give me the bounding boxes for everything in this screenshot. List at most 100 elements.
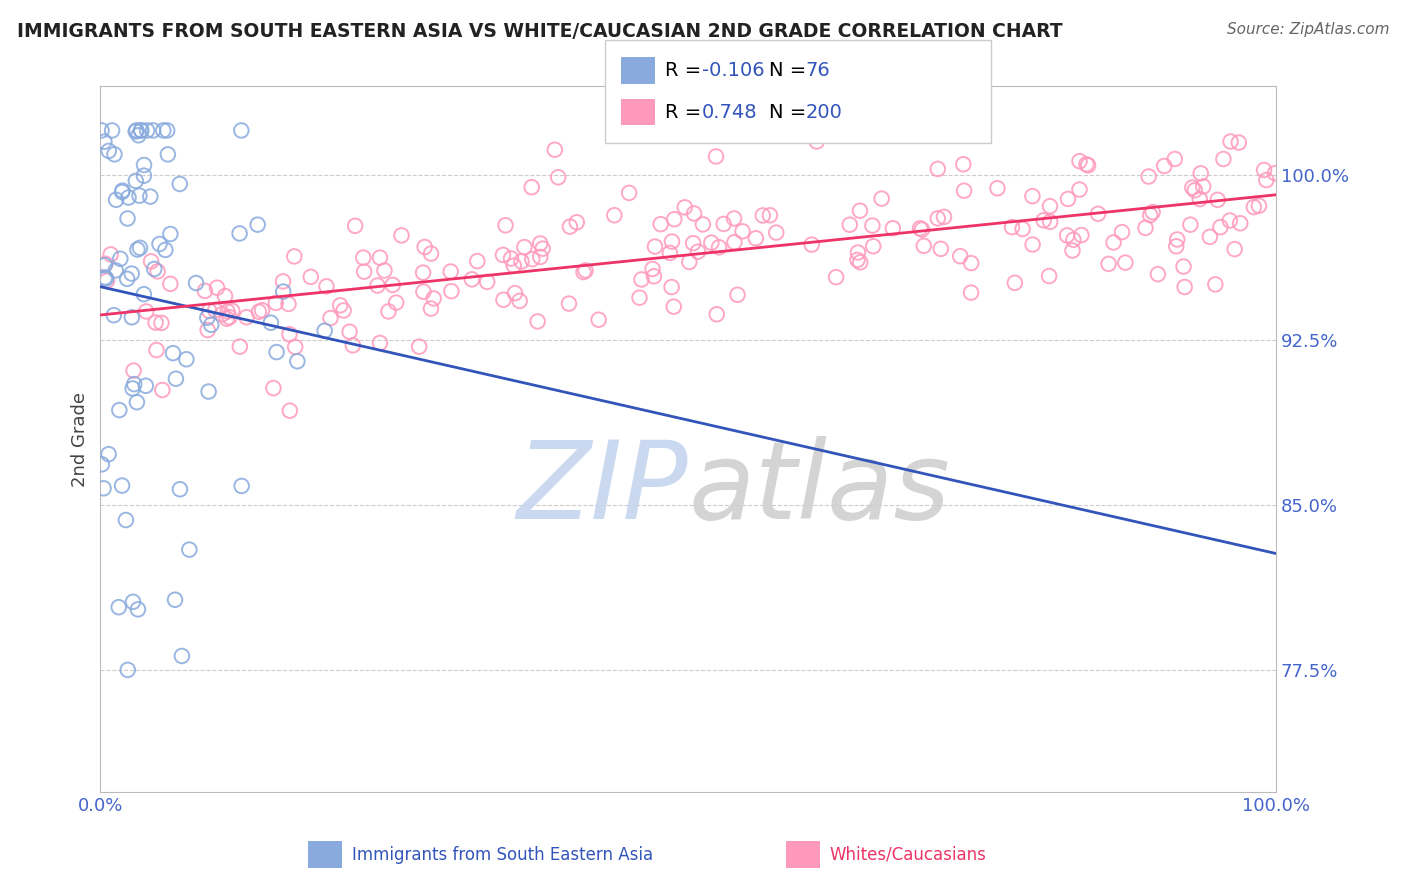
- Point: [927, 211, 949, 226]
- Point: [704, 149, 727, 163]
- Point: [139, 254, 162, 268]
- Point: [1070, 228, 1092, 243]
- Point: [513, 240, 536, 254]
- Point: [723, 235, 745, 250]
- Point: [953, 184, 976, 198]
- Point: [1223, 242, 1246, 256]
- Point: [285, 354, 308, 368]
- Point: [465, 254, 488, 268]
- Point: [658, 246, 681, 260]
- Point: [277, 297, 299, 311]
- Point: [713, 217, 735, 231]
- Point: [603, 208, 626, 222]
- Point: [155, 243, 177, 257]
- Point: [110, 252, 132, 266]
- Point: [329, 298, 352, 312]
- Point: [574, 263, 596, 277]
- Point: [132, 287, 155, 301]
- Point: [952, 157, 974, 171]
- Point: [135, 304, 157, 318]
- Point: [644, 239, 666, 253]
- Point: [1219, 213, 1241, 227]
- Point: [1153, 159, 1175, 173]
- Point: [1076, 157, 1098, 171]
- Point: [169, 177, 191, 191]
- Point: [495, 219, 517, 233]
- Point: [385, 295, 408, 310]
- Point: [231, 123, 253, 137]
- Point: [108, 403, 131, 417]
- Point: [1062, 244, 1084, 258]
- Point: [197, 323, 219, 337]
- Point: [1069, 182, 1091, 196]
- Point: [412, 266, 434, 280]
- Point: [911, 222, 934, 236]
- Point: [152, 123, 174, 137]
- Point: [179, 542, 201, 557]
- Point: [499, 252, 522, 266]
- Point: [862, 239, 884, 253]
- Point: [367, 278, 389, 293]
- Point: [122, 363, 145, 377]
- Point: [205, 281, 228, 295]
- Text: R =: R =: [665, 62, 707, 80]
- Point: [142, 123, 165, 137]
- Point: [1097, 257, 1119, 271]
- Point: [368, 335, 391, 350]
- Point: [1069, 154, 1091, 169]
- Point: [204, 303, 226, 318]
- Point: [912, 239, 935, 253]
- Point: [1227, 136, 1250, 150]
- Point: [215, 311, 238, 326]
- Point: [1198, 230, 1220, 244]
- Point: [94, 257, 117, 271]
- Point: [686, 244, 709, 259]
- Point: [929, 242, 952, 256]
- Point: [132, 158, 155, 172]
- Point: [391, 228, 413, 243]
- Point: [1184, 183, 1206, 197]
- Point: [960, 256, 983, 270]
- Point: [156, 147, 179, 161]
- Point: [184, 276, 207, 290]
- Point: [214, 289, 236, 303]
- Point: [838, 218, 860, 232]
- Point: [849, 203, 872, 218]
- Point: [1264, 166, 1286, 180]
- Point: [97, 144, 120, 158]
- Point: [661, 235, 683, 249]
- Point: [440, 264, 463, 278]
- Text: R =: R =: [665, 103, 707, 121]
- Point: [1057, 192, 1080, 206]
- Point: [1021, 237, 1043, 252]
- Point: [353, 265, 375, 279]
- Point: [509, 293, 531, 308]
- Point: [1077, 158, 1099, 172]
- Point: [195, 310, 218, 325]
- Point: [352, 251, 374, 265]
- Point: [986, 181, 1008, 195]
- Point: [846, 245, 869, 260]
- Point: [200, 318, 222, 332]
- Point: [344, 219, 367, 233]
- Point: [136, 123, 159, 137]
- Point: [198, 303, 221, 318]
- Point: [558, 296, 581, 310]
- Point: [93, 135, 115, 149]
- Point: [727, 287, 749, 301]
- Point: [1166, 239, 1188, 253]
- Point: [1032, 213, 1054, 227]
- Point: [368, 251, 391, 265]
- Point: [264, 296, 287, 310]
- Point: [125, 174, 148, 188]
- Point: [752, 209, 775, 223]
- Point: [150, 383, 173, 397]
- Point: [146, 264, 169, 278]
- Point: [510, 254, 533, 268]
- Point: [682, 236, 704, 251]
- Point: [122, 595, 145, 609]
- Point: [143, 262, 166, 277]
- Point: [100, 247, 122, 261]
- Point: [103, 147, 125, 161]
- Point: [211, 307, 233, 321]
